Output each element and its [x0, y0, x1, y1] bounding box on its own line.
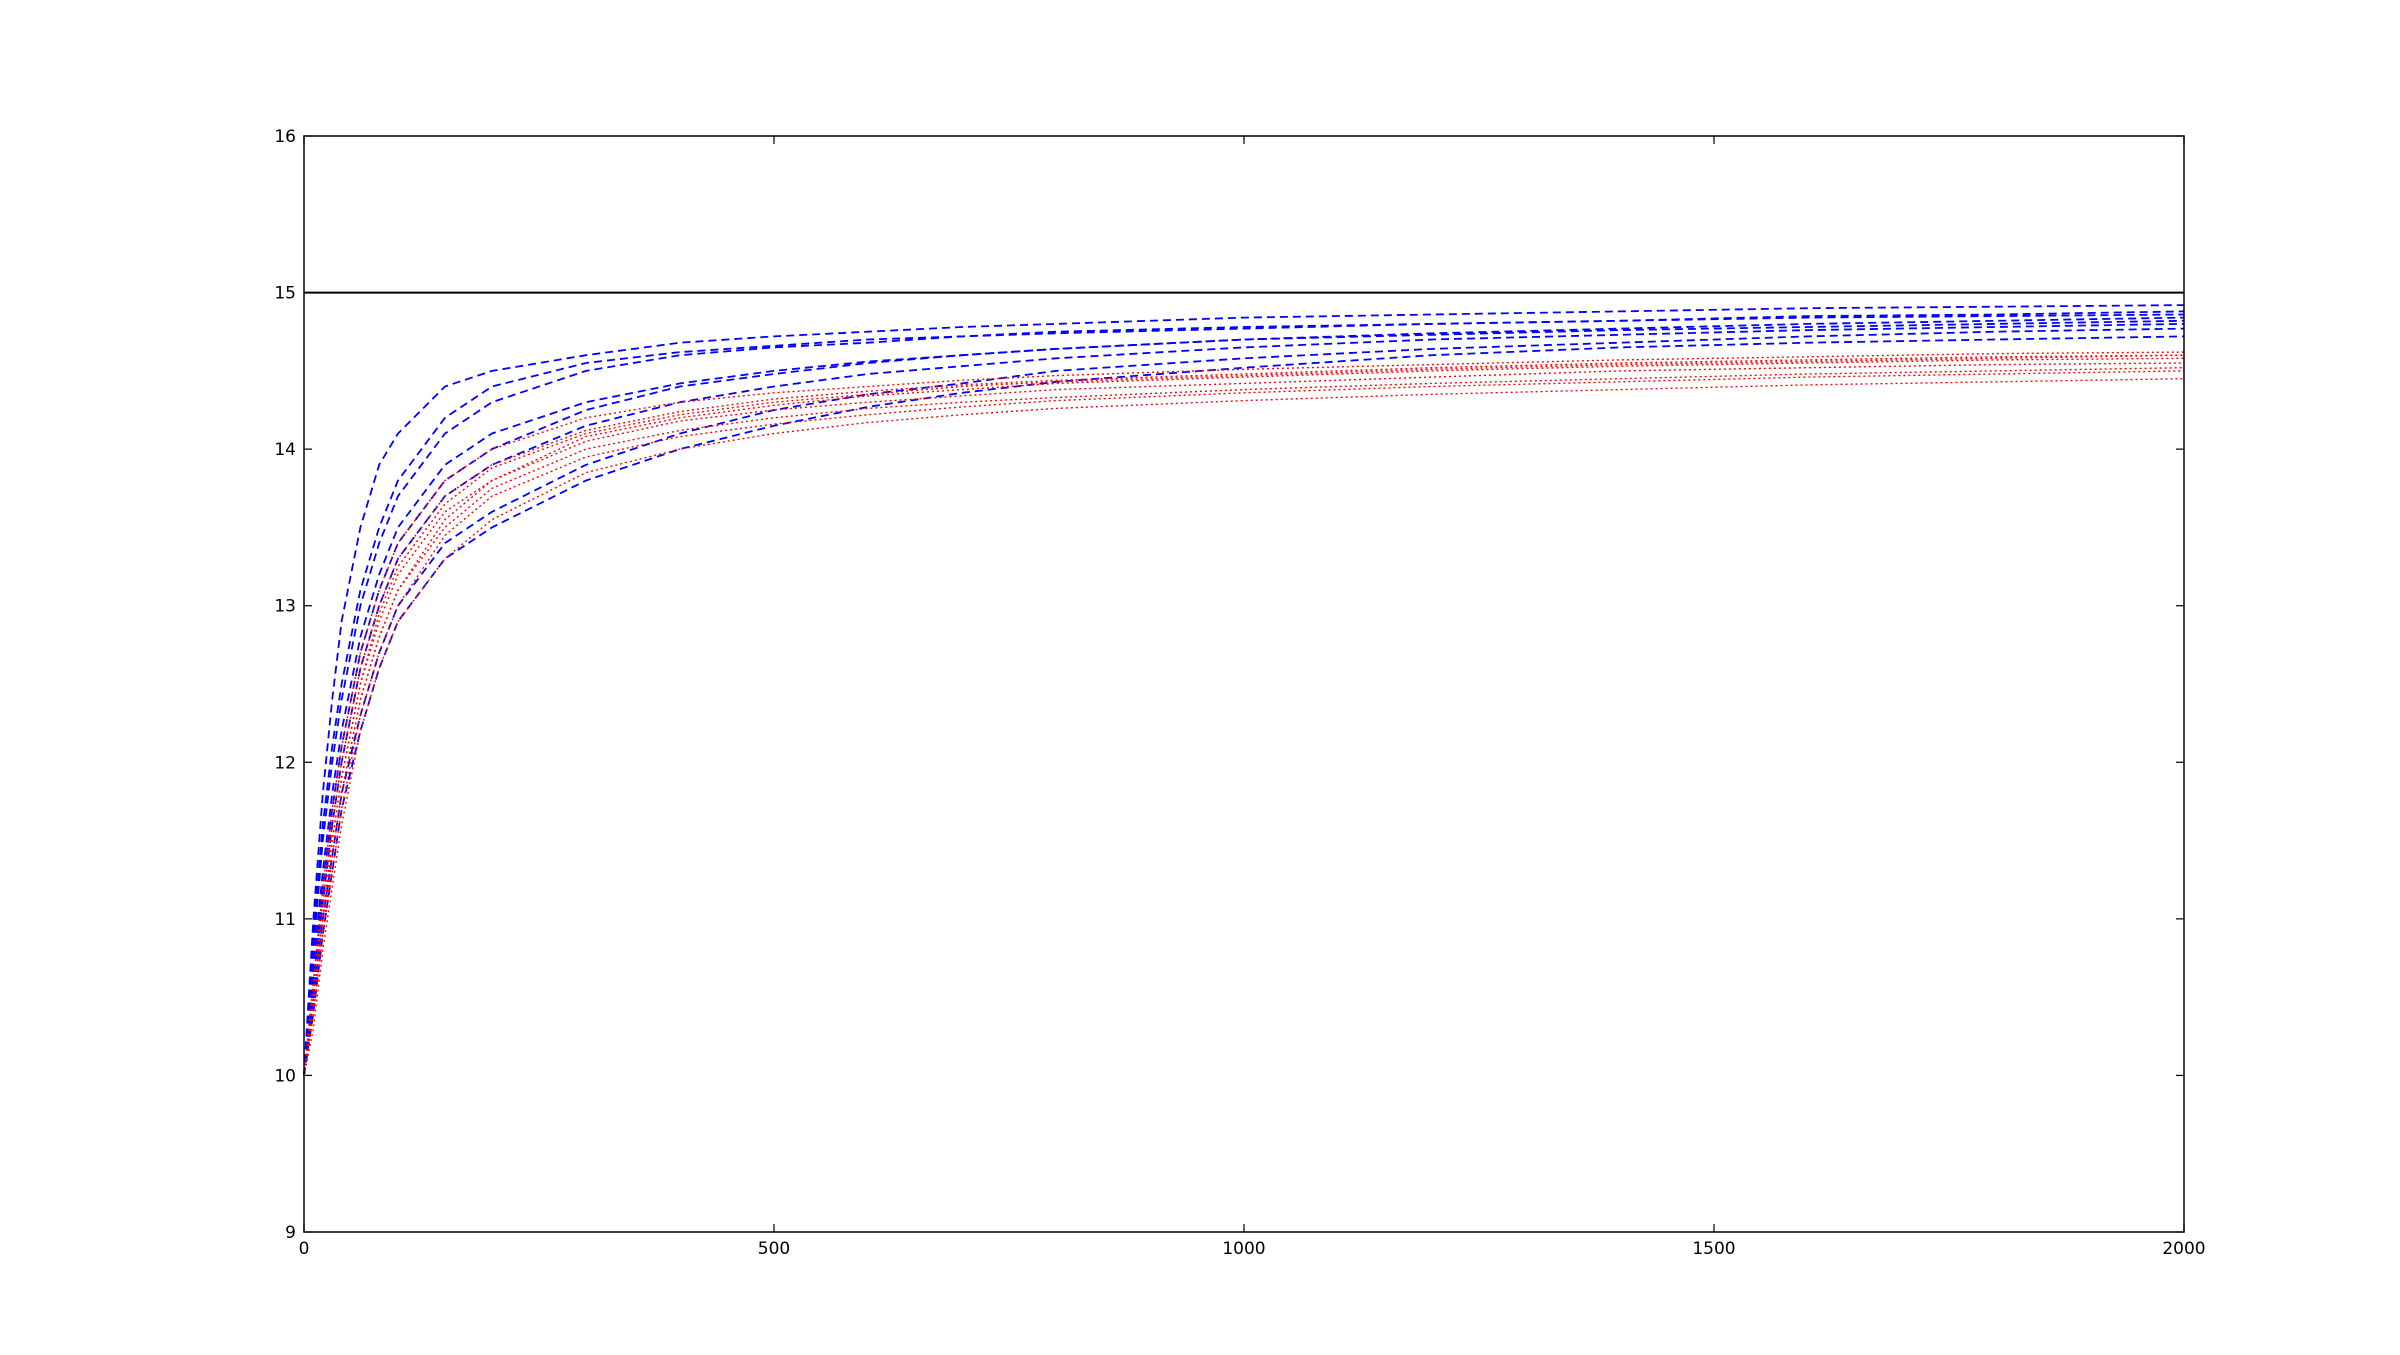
x-tick-label: 2000: [2162, 1239, 2205, 1259]
y-tick-label: 9: [285, 1223, 296, 1243]
series-line-9: [303, 362, 2185, 1076]
series-line-16: [303, 354, 2185, 1076]
series-line-12: [303, 378, 2185, 1076]
series-line-3: [303, 327, 2185, 1076]
y-tick-label: 13: [274, 597, 296, 617]
series-line-10: [303, 367, 2185, 1076]
x-tick-label: 1000: [1222, 1239, 1265, 1259]
plot-frame: [303, 135, 2185, 1233]
series-line-2: [303, 323, 2185, 1076]
series-line-8: [303, 316, 2185, 1076]
x-tick-label: 1500: [1692, 1239, 1735, 1259]
series-line-6: [303, 335, 2185, 1076]
y-tick-label: 16: [274, 127, 296, 147]
y-tick-label: 11: [274, 910, 296, 930]
series-layer: [303, 304, 2185, 1076]
y-tick-label: 14: [274, 440, 296, 460]
x-tick-label: 0: [299, 1239, 310, 1259]
y-tick-label: 10: [274, 1066, 296, 1086]
series-line-1: [303, 310, 2185, 1076]
y-tick-label: 15: [274, 284, 296, 304]
y-tick-label: 12: [274, 753, 296, 773]
x-tick-label: 500: [758, 1239, 790, 1259]
series-line-4: [303, 304, 2185, 1076]
series-line-5: [303, 319, 2185, 1076]
series-line-7: [303, 313, 2185, 1076]
series-line-11: [303, 354, 2185, 1076]
series-line-15: [303, 370, 2185, 1076]
